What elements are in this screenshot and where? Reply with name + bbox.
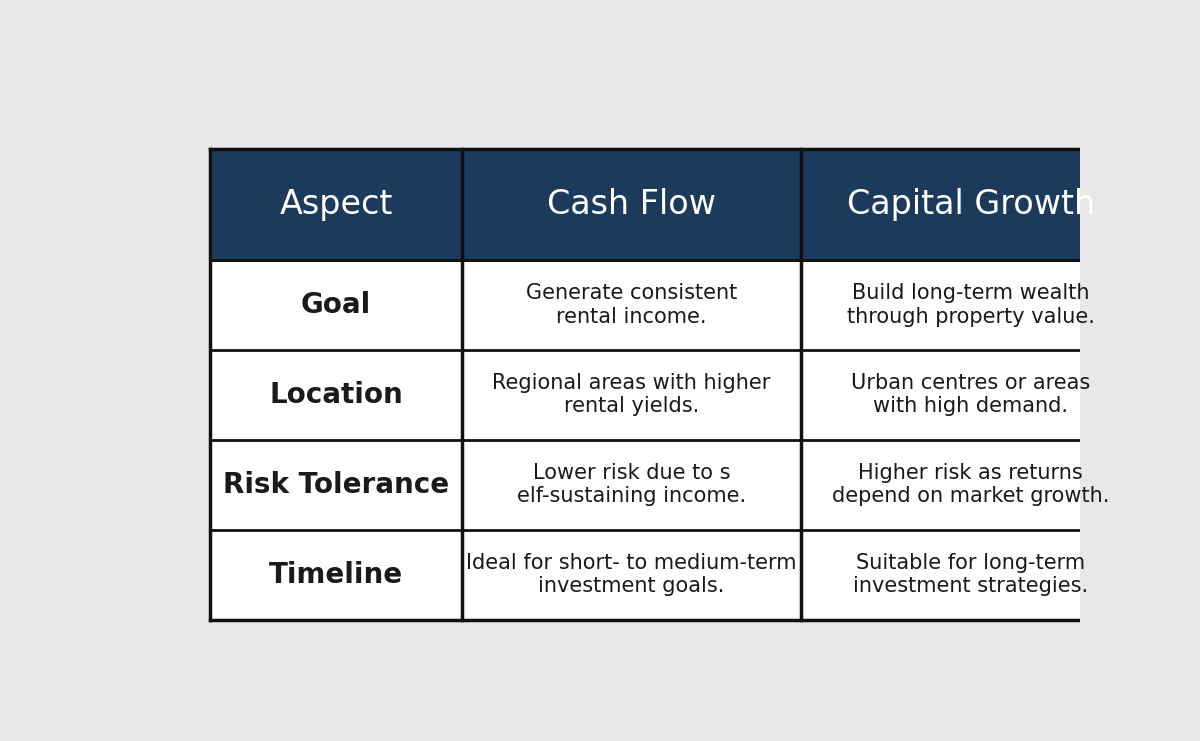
FancyBboxPatch shape [210,149,1140,260]
Text: Capital Growth: Capital Growth [847,188,1094,221]
FancyBboxPatch shape [802,530,1140,619]
Text: Build long-term wealth
through property value.: Build long-term wealth through property … [847,283,1094,327]
Text: Ideal for short- to medium-term
investment goals.: Ideal for short- to medium-term investme… [466,553,797,597]
FancyBboxPatch shape [462,260,802,350]
FancyBboxPatch shape [462,440,802,530]
Text: Higher risk as returns
depend on market growth.: Higher risk as returns depend on market … [832,463,1110,506]
Text: Location: Location [269,381,403,409]
Text: Timeline: Timeline [269,561,403,588]
Text: Regional areas with higher
rental yields.: Regional areas with higher rental yields… [492,373,770,416]
Text: Aspect: Aspect [280,188,392,221]
FancyBboxPatch shape [802,260,1140,350]
Text: Risk Tolerance: Risk Tolerance [223,471,449,499]
FancyBboxPatch shape [462,530,802,619]
Text: Lower risk due to s
elf-sustaining income.: Lower risk due to s elf-sustaining incom… [517,463,746,506]
FancyBboxPatch shape [462,350,802,440]
FancyBboxPatch shape [210,440,462,530]
Text: Urban centres or areas
with high demand.: Urban centres or areas with high demand. [851,373,1091,416]
Text: Generate consistent
rental income.: Generate consistent rental income. [526,283,737,327]
FancyBboxPatch shape [210,260,462,350]
FancyBboxPatch shape [802,440,1140,530]
FancyBboxPatch shape [210,530,462,619]
Text: Goal: Goal [301,291,371,319]
Text: Cash Flow: Cash Flow [547,188,715,221]
FancyBboxPatch shape [802,350,1140,440]
Text: Suitable for long-term
investment strategies.: Suitable for long-term investment strate… [853,553,1088,597]
FancyBboxPatch shape [210,350,462,440]
